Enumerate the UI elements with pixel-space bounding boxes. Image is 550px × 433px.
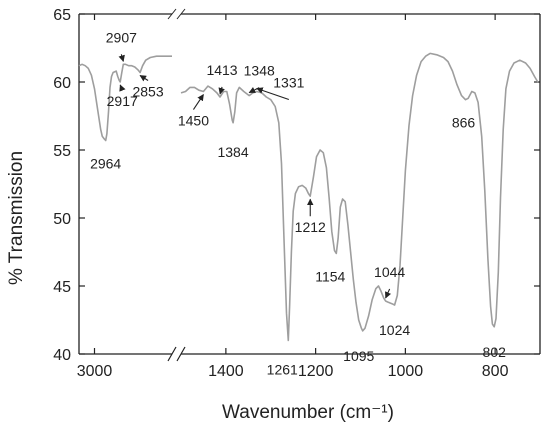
peak-label: 1212 bbox=[295, 219, 326, 235]
annotation-arrow bbox=[385, 288, 392, 299]
x-tick-label: 800 bbox=[482, 363, 509, 380]
peak-label: 2964 bbox=[90, 155, 121, 171]
series-layer bbox=[78, 52, 539, 342]
peak-label: 2907 bbox=[106, 29, 137, 45]
y-axis-label: % Transmission bbox=[6, 151, 27, 285]
peak-label: 2853 bbox=[132, 83, 163, 99]
axis-break-mark-top bbox=[176, 8, 186, 20]
y-tick-label: 65 bbox=[53, 7, 71, 24]
annotation-arrow bbox=[218, 86, 225, 95]
peak-label: 1024 bbox=[379, 322, 410, 338]
plot-frame bbox=[78, 8, 541, 362]
annotation-arrow bbox=[118, 54, 125, 62]
annotation-arrow bbox=[192, 93, 204, 110]
peak-label: 1413 bbox=[206, 62, 237, 78]
x-tick-label: 1200 bbox=[298, 363, 334, 380]
axis-break-mark-top bbox=[167, 8, 177, 20]
x-axis: 3000 1400 1200 1000 800 bbox=[77, 14, 509, 380]
peak-label: 866 bbox=[452, 115, 476, 131]
annotation-arrow bbox=[119, 84, 126, 92]
axis-break-mark bbox=[176, 346, 186, 362]
peak-label: 1384 bbox=[217, 144, 248, 160]
peak-label: 802 bbox=[483, 344, 507, 360]
x-tick-label: 1400 bbox=[208, 363, 244, 380]
y-tick-label: 40 bbox=[53, 347, 71, 364]
annotation-arrow bbox=[256, 87, 290, 101]
annotation-arrow bbox=[139, 75, 149, 82]
peak-label: 1261 bbox=[267, 361, 298, 377]
y-axis: 40 45 50 55 60 65 bbox=[53, 7, 540, 364]
y-tick-label: 45 bbox=[53, 279, 71, 296]
axis-break-mark bbox=[167, 346, 177, 362]
peak-label: 2917 bbox=[107, 93, 138, 109]
y-tick-label: 55 bbox=[53, 143, 71, 160]
x-axis-label: Wavenumber (cm⁻¹) bbox=[222, 402, 394, 423]
spectrum-line-left bbox=[78, 55, 172, 142]
peak-label: 1331 bbox=[273, 75, 304, 91]
x-tick-label: 3000 bbox=[77, 363, 113, 380]
peak-label: 1154 bbox=[315, 268, 345, 284]
y-tick-label: 50 bbox=[53, 211, 71, 228]
peak-label: 1044 bbox=[374, 264, 405, 280]
peak-label: 1348 bbox=[244, 63, 275, 79]
y-tick-label: 60 bbox=[53, 75, 71, 92]
peak-label: 1450 bbox=[178, 113, 209, 129]
spectrum-line-right bbox=[180, 52, 539, 342]
peak-label: 1095 bbox=[343, 348, 374, 364]
x-tick-label: 1000 bbox=[388, 363, 424, 380]
